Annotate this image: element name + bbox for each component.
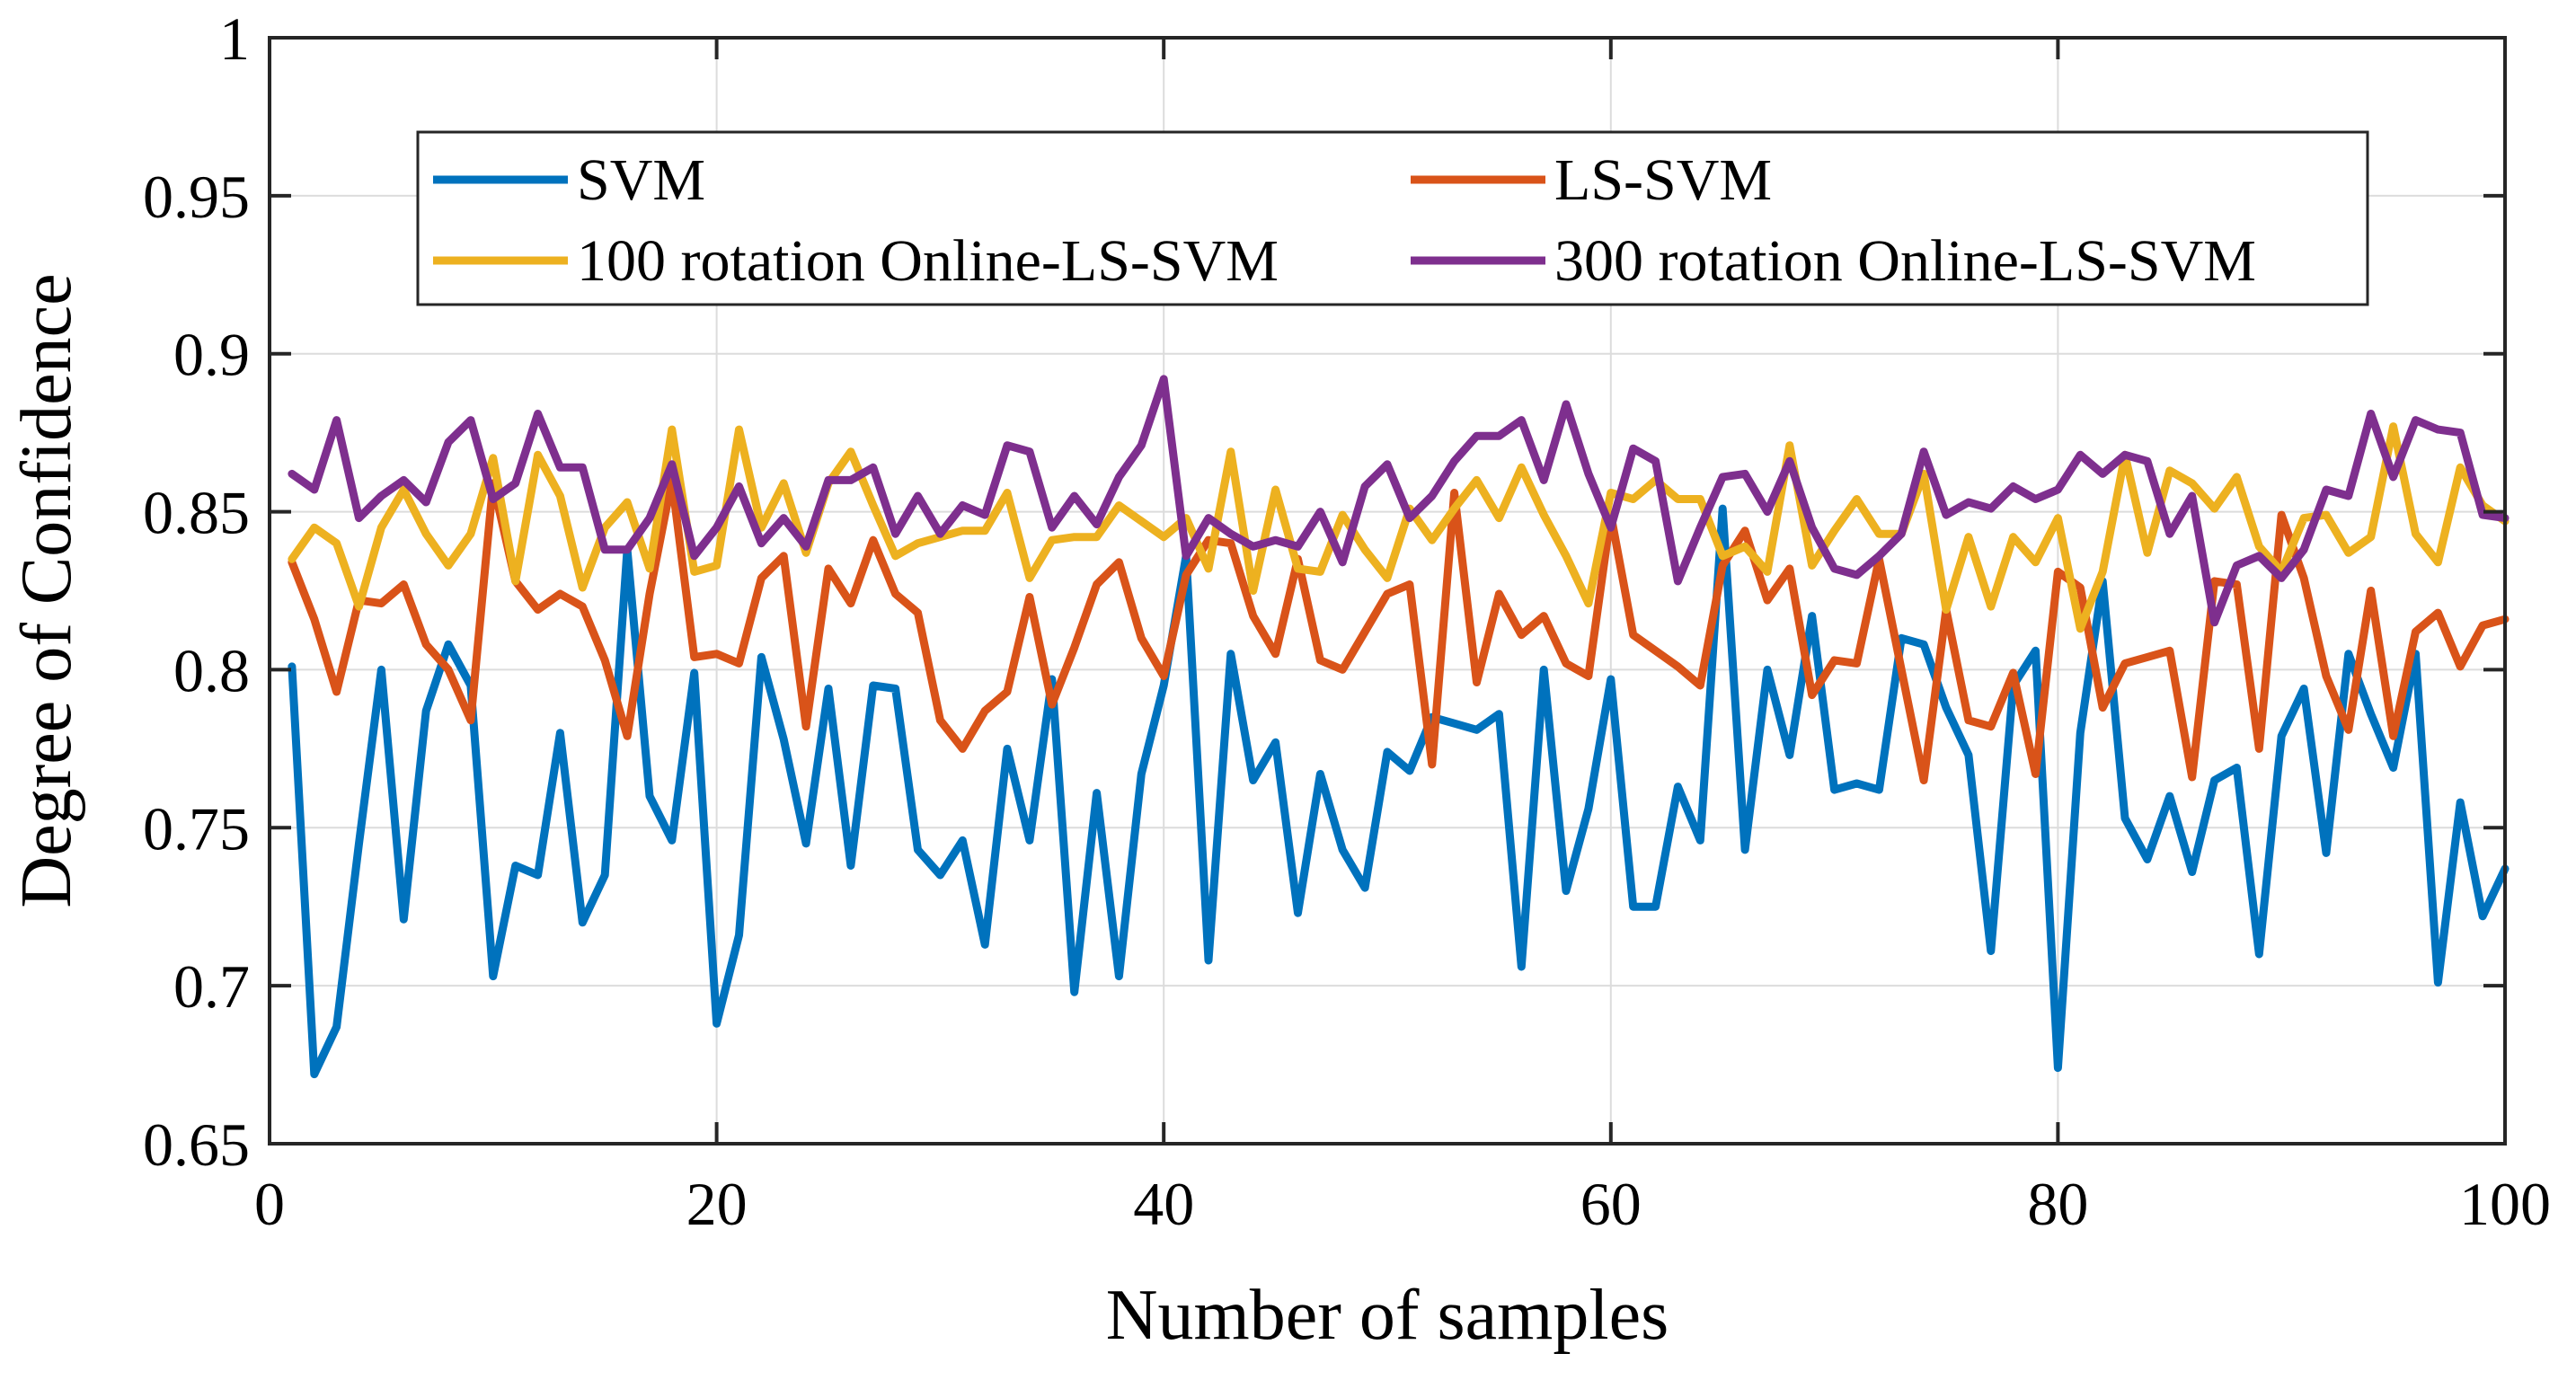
- series-line-ls-svm: [288, 475, 2510, 784]
- y-tick-label: 0.95: [143, 163, 250, 231]
- y-axis-title: Degree of Confidence: [7, 273, 86, 907]
- series-line-300-rotation-online-ls-svm: [288, 375, 2510, 627]
- legend-box: [416, 130, 2369, 306]
- legend-label-300-rotation: 300 rotation Online-LS-SVM: [1554, 228, 2256, 294]
- x-tick-label: 0: [254, 1170, 285, 1238]
- y-tick-label: 0.7: [173, 952, 250, 1021]
- y-tick-label: 0.8: [173, 636, 250, 704]
- axes-box: [268, 36, 2507, 1146]
- legend-label-100-rotation: 100 rotation Online-LS-SVM: [577, 228, 1279, 294]
- x-tick-label: 60: [1580, 1170, 1642, 1238]
- y-tick-labels: 0.65 0.7 0.75 0.8 0.85 0.9 0.95 1: [143, 4, 250, 1179]
- series-lines: [288, 375, 2510, 1079]
- series-line-svm: [288, 504, 2510, 1079]
- y-tick-label: 0.75: [143, 794, 250, 862]
- x-tick-label: 40: [1133, 1170, 1194, 1238]
- x-tick-labels: 0 20 40 60 80 100: [254, 1170, 2551, 1238]
- y-tick-label: 1: [219, 4, 250, 73]
- x-tick-label: 20: [686, 1170, 748, 1238]
- legend: SVM LS-SVM 100 rotation Online-LS-SVM 30…: [416, 130, 2369, 306]
- axis-ticks: [268, 36, 2507, 1146]
- y-tick-label: 0.85: [143, 479, 250, 547]
- legend-label-ls-svm: LS-SVM: [1554, 147, 1772, 213]
- y-tick-label: 0.65: [143, 1110, 250, 1179]
- x-tick-label: 80: [2027, 1170, 2088, 1238]
- x-axis-title: Number of samples: [1106, 1276, 1669, 1355]
- legend-label-svm: SVM: [577, 147, 705, 213]
- x-tick-label: 100: [2459, 1170, 2551, 1238]
- y-tick-label: 0.9: [173, 321, 250, 389]
